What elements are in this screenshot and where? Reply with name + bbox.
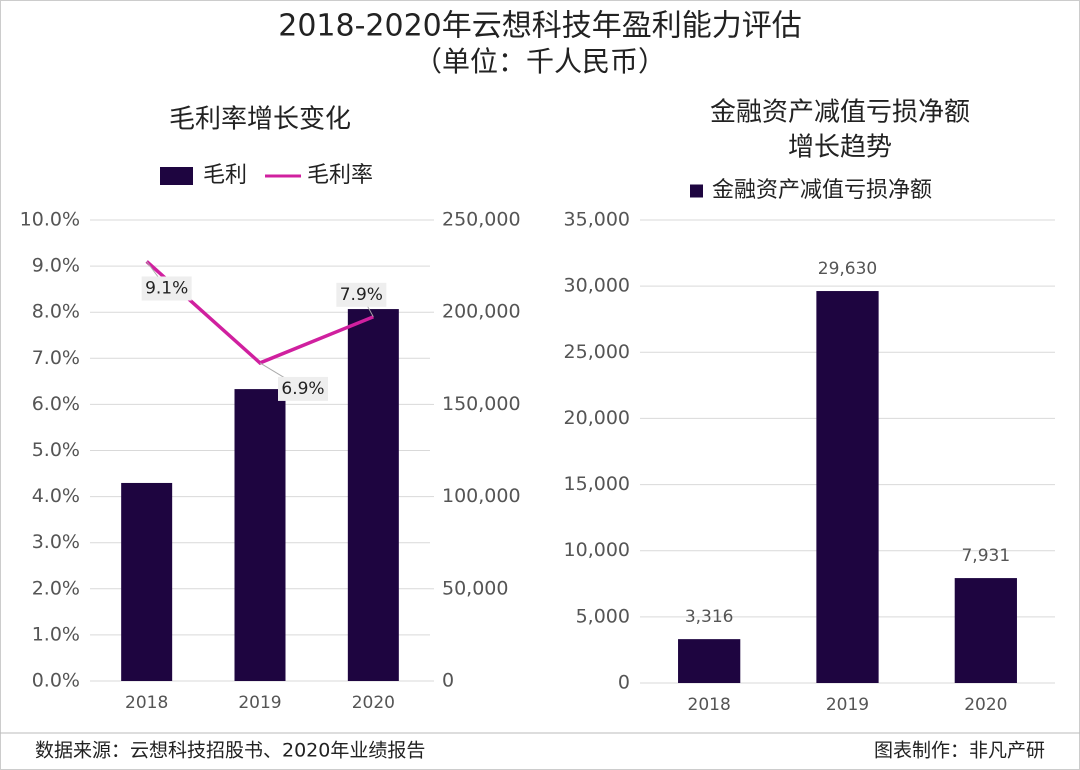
- y-tick-label: 0: [618, 672, 630, 694]
- y2-tick-label: 150,000: [442, 393, 521, 415]
- x-tick-label: 2018: [125, 693, 168, 713]
- legend-label: 金融资产减值亏损净额: [712, 178, 932, 203]
- data-label: 6.9%: [281, 379, 324, 399]
- x-tick-label: 2019: [238, 693, 281, 713]
- legend-label: 毛利率: [307, 163, 373, 188]
- y-tick-label: 2.0%: [32, 577, 80, 599]
- legend-swatch: [160, 167, 193, 185]
- y2-tick-label: 100,000: [442, 485, 521, 507]
- x-tick-label: 2020: [964, 695, 1007, 715]
- data-label-box: [336, 282, 387, 307]
- legend-swatch: [690, 184, 703, 198]
- y-tick-label: 9.0%: [32, 255, 80, 277]
- data-label: 9.1%: [145, 278, 188, 298]
- y-tick-label: 0.0%: [32, 670, 80, 692]
- data-label-box: [141, 276, 192, 301]
- bar: [678, 639, 741, 683]
- chart-title: 增长趋势: [788, 133, 892, 163]
- bar: [954, 578, 1017, 683]
- legend-label: 毛利: [203, 163, 247, 188]
- data-label-box: [278, 376, 328, 401]
- y-tick-label: 10.0%: [20, 209, 80, 231]
- x-tick-label: 2018: [688, 695, 731, 715]
- y-tick-label: 6.0%: [32, 393, 80, 415]
- x-tick-label: 2019: [826, 695, 869, 715]
- y-tick-label: 20,000: [564, 407, 630, 429]
- chart-title: 金融资产减值亏损净额: [710, 98, 970, 128]
- data-label: 7,931: [961, 546, 1010, 566]
- page-subtitle: （单位：千人民币）: [414, 45, 666, 78]
- y-tick-label: 35,000: [564, 209, 630, 231]
- bar: [234, 389, 286, 681]
- y-tick-label: 5.0%: [32, 439, 80, 461]
- y-tick-label: 30,000: [564, 275, 630, 297]
- y-tick-label: 3.0%: [32, 531, 80, 553]
- y2-tick-label: 200,000: [442, 301, 521, 323]
- chart-title: 毛利率增长变化: [169, 105, 351, 135]
- y-tick-label: 5,000: [576, 605, 630, 627]
- y-tick-label: 25,000: [564, 341, 630, 363]
- y2-tick-label: 50,000: [442, 577, 508, 599]
- y-tick-label: 1.0%: [32, 623, 80, 645]
- bar: [121, 482, 173, 681]
- y-tick-label: 10,000: [564, 539, 630, 561]
- bar: [816, 291, 879, 683]
- y-tick-label: 7.0%: [32, 347, 80, 369]
- data-label: 3,316: [685, 607, 734, 627]
- y2-tick-label: 0: [442, 670, 454, 692]
- y-tick-label: 8.0%: [32, 301, 80, 323]
- y-tick-label: 4.0%: [32, 485, 80, 507]
- credit: 图表制作：非凡产研: [874, 740, 1045, 762]
- bar: [347, 309, 399, 681]
- source: 数据来源：云想科技招股书、2020年业绩报告: [35, 740, 425, 762]
- page-title: 2018-2020年云想科技年盈利能力评估: [278, 9, 802, 44]
- y2-tick-label: 250,000: [442, 209, 521, 231]
- y-tick-label: 15,000: [564, 473, 630, 495]
- data-label: 29,630: [818, 259, 877, 279]
- x-tick-label: 2020: [352, 693, 395, 713]
- data-label: 7.9%: [340, 285, 383, 305]
